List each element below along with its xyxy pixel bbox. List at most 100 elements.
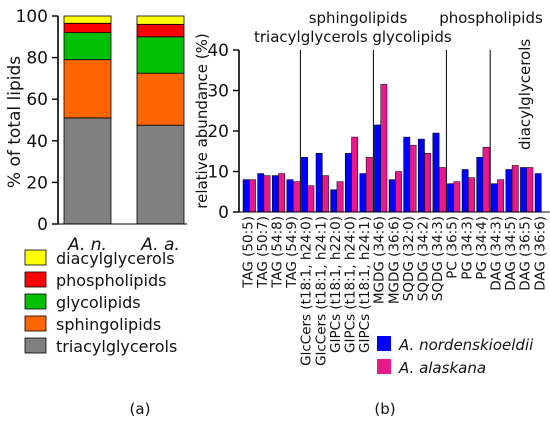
panel-a-bar-segment	[136, 23, 185, 38]
panel-a-label: (a)	[130, 400, 151, 418]
panel-a-x-tick-label: A. a.	[140, 235, 180, 255]
panel-b-bar	[257, 173, 265, 213]
panel-b-bar	[336, 181, 344, 213]
panel-b-x-tick-label: DAG (36:6)	[532, 216, 548, 291]
panel-b-group-label: triacylglycerols	[254, 28, 368, 46]
panel-a-bar-segment	[63, 15, 112, 24]
panel-b-legend-swatch	[377, 336, 391, 351]
panel-b-bar	[330, 189, 338, 213]
panel-b-bar	[461, 169, 469, 213]
panel-b-legend-label: A. nordenskioeldii	[398, 336, 534, 354]
panel-a-legend-swatch	[24, 293, 47, 310]
panel-a-legend-swatch	[24, 271, 47, 288]
panel-a-y-tick-label: 20	[26, 173, 48, 193]
panel-a-legend-label: sphingolipids	[56, 315, 161, 334]
panel-a-y-tick-label: 100	[16, 7, 48, 27]
panel-b-x-tick-label: GIPCs (t18:1, h24:1)	[357, 216, 373, 353]
panel-b-bar	[468, 177, 475, 213]
panel-a-x-tick-labels: A. n. A. a.	[67, 235, 180, 255]
panel-a-bar-segment	[63, 22, 112, 34]
panel-b-bar	[526, 167, 534, 213]
panel-b-label: (b)	[374, 400, 395, 418]
panel-b-legend-swatch	[377, 359, 391, 374]
panel-a-legend-swatch	[24, 249, 47, 266]
panel-a-y-tick-label: 80	[26, 49, 48, 69]
panel-b-y-tick-label: 30	[207, 82, 229, 102]
panel-a-bar-segment	[136, 124, 185, 225]
panel-b-bar	[249, 179, 256, 213]
panel-b-bar	[409, 144, 417, 213]
panel-b-bar	[424, 153, 432, 213]
panel-b-bar	[359, 173, 367, 213]
panel-a-legend-swatch	[24, 337, 47, 354]
panel-a-bar-segment	[136, 72, 185, 126]
panel-b-bar	[403, 136, 411, 213]
panel-b-legend: A. nordenskioeldii A. alaskana	[377, 336, 534, 377]
panel-b-x-tick-label: MGDG (34:6)	[372, 216, 388, 304]
panel-b-legend-label: A. alaskana	[398, 359, 486, 377]
panel-a-y-tick-label: 40	[26, 132, 48, 152]
panel-b-y-tick-label: 0	[218, 203, 229, 223]
panel-b-group-label: glycolipids	[372, 28, 452, 46]
panel-a-legend-label: phospholipids	[56, 271, 167, 290]
panel-a-bar-segment	[136, 36, 185, 74]
panel-b-x-tick-label: SQDG (32:0)	[401, 216, 417, 301]
panel-b-bar	[388, 179, 396, 213]
panel-b-bar	[374, 124, 381, 213]
panel-a-legend-swatch	[24, 315, 47, 332]
panel-b-bar	[301, 157, 308, 213]
panel-b-x-tick-label: TAG (50:7)	[255, 216, 271, 289]
panel-b-bar	[534, 173, 542, 213]
panel-a-y-tick-label: 60	[26, 90, 48, 110]
panel-a-legend-label: triacylglycerols	[56, 337, 177, 356]
panel-b-bar	[417, 138, 425, 213]
panel-b-bar	[365, 157, 373, 213]
panel-b-x-tick-label: PC (36:5)	[445, 216, 461, 279]
panel-b-bar	[322, 175, 329, 213]
panel-b-x-tick-label: GIPCs (t18:1, h22:0)	[328, 216, 344, 353]
panel-b-x-tick-label: DAG (34:5)	[503, 216, 519, 291]
panel-b-bar	[292, 181, 300, 213]
panel-b-bar	[380, 84, 388, 213]
panel-a-bars	[58, 15, 187, 225]
panel-a-y-axis-label: % of total lipids	[5, 56, 25, 188]
panel-b-y-tick-label: 20	[207, 122, 229, 142]
panel-b-bar	[263, 175, 271, 213]
panel-b-bar	[490, 183, 498, 213]
panel-b-group-label: sphingolipids	[309, 9, 408, 27]
panel-b-bar	[286, 179, 294, 213]
panel-b-y-ticks: 0 10 20 30 40	[207, 41, 239, 223]
panel-b-x-tick-label: TAG (54:9)	[284, 216, 300, 289]
panel-b-x-tick-labels: TAG (50:5)TAG (50:7)TAG (54:8)TAG (54:9)…	[240, 216, 548, 366]
panel-b-bar	[307, 185, 315, 213]
panel-a-bar-segment	[63, 117, 112, 225]
panel-b-bar	[278, 173, 286, 213]
panel-b-bar	[271, 175, 279, 213]
panel-b-bar	[315, 153, 323, 213]
panel-a-y-tick-label: 0	[37, 215, 48, 235]
panel-b-x-tick-label: GlcCers (t18:1, h24:0)	[299, 216, 315, 366]
panel-b-bar	[447, 183, 454, 213]
panel-a-legend-label: diacylglycerols	[56, 249, 175, 268]
panel-b-x-tick-label: SQDG (34:3)	[430, 216, 446, 301]
panel-b-bar	[395, 171, 402, 213]
panel-b-bar	[438, 167, 446, 213]
panel-b-bar	[453, 181, 461, 213]
panel-b-y-axis-label: relative abundance (%)	[193, 33, 211, 209]
panel-a-bar-segment	[63, 59, 112, 119]
panel-a-y-ticks: 0 20 40 60 80 100	[16, 7, 58, 235]
panel-b-bar	[511, 165, 519, 213]
panel-b-group-label: phospholipids	[439, 9, 543, 27]
panel-b-y-tick-label: 10	[207, 163, 229, 183]
panel-b-x-tick-label: TAG (50:5)	[240, 216, 256, 289]
panel-a-x-tick-label: A. n.	[67, 235, 107, 255]
panel-b-x-tick-label: DAG (36:5)	[518, 216, 534, 291]
panel-a-bar-segment	[63, 32, 112, 61]
panel-b-grouped-bar-chart: relative abundance (%) 0 10 20 30 40 TAG (50…	[193, 9, 550, 418]
panel-b-x-tick-label: TAG (54:8)	[270, 216, 286, 289]
panel-b-bar	[351, 136, 359, 213]
panel-b-y-tick-label: 40	[207, 41, 229, 61]
panel-b-bar	[432, 132, 440, 213]
panel-a-legend: diacylglycerols phospholipids glycolipids s…	[24, 249, 177, 356]
panel-b-bar	[242, 179, 250, 213]
